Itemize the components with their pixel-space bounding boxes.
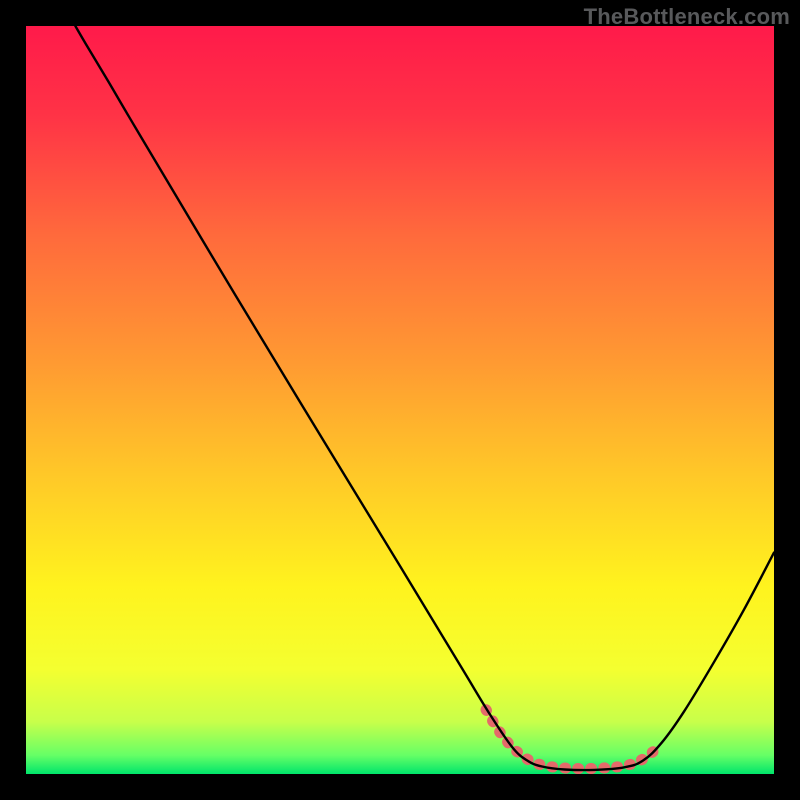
plot-area [26, 26, 774, 774]
chart-svg [26, 26, 774, 774]
chart-frame: TheBottleneck.com [0, 0, 800, 800]
gradient-background [26, 26, 774, 774]
